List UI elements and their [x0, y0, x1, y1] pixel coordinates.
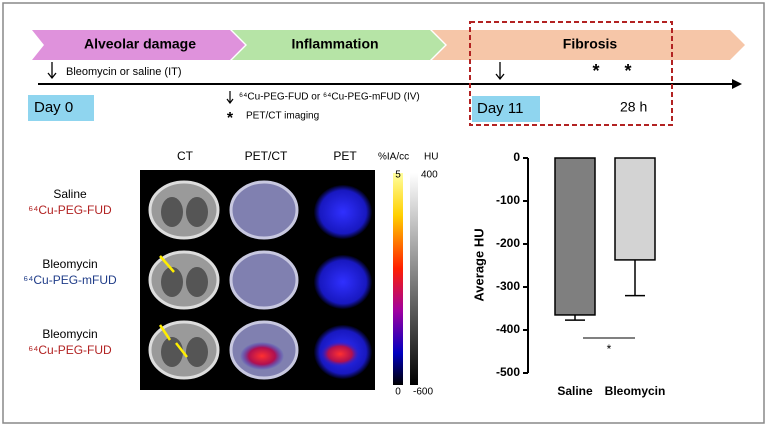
phase-arrow	[432, 30, 745, 60]
row-label: Bleomycin	[42, 327, 97, 341]
dosing-label: Bleomycin or saline (IT)	[66, 66, 182, 78]
day-label: Day 11	[477, 100, 523, 117]
time-label: 28 h	[620, 99, 647, 115]
imaging-star: *	[592, 61, 599, 81]
row-label: ⁶⁴Cu-PEG-FUD	[28, 203, 112, 217]
y-tick-label: -200	[496, 236, 520, 250]
day-label: Day 0	[34, 99, 73, 116]
row-label: ⁶⁴Cu-PEG-FUD	[28, 343, 112, 357]
arrowhead	[732, 79, 742, 89]
phase-label: Inflammation	[291, 36, 378, 52]
legend-label: PET/CT imaging	[246, 111, 319, 122]
colorbar-label: -600	[413, 387, 433, 398]
phase-label: Fibrosis	[563, 36, 618, 52]
y-tick-label: -500	[496, 365, 520, 379]
colorbar-unit: HU	[424, 152, 438, 163]
y-axis-label: Average HU	[471, 228, 486, 301]
row-labels: Saline ⁶⁴Cu-PEG-FUD Bleomycin ⁶⁴Cu-PEG-mFUD…	[23, 187, 117, 357]
legend-star: *	[227, 110, 234, 127]
legend-label: ⁶⁴Cu-PEG-FUD or ⁶⁴Cu-PEG-mFUD (IV)	[239, 92, 420, 103]
significance-label: *	[607, 342, 612, 356]
arrow	[226, 98, 234, 104]
column-label: PET	[333, 149, 357, 163]
phase-label: Alveolar damage	[84, 36, 196, 52]
y-tick-label: -300	[496, 279, 520, 293]
y-tick-label: -400	[496, 322, 520, 336]
x-tick-label: Bleomycin	[605, 384, 666, 398]
pet-colorbar	[393, 173, 403, 385]
day-box	[28, 95, 94, 121]
day-box	[472, 96, 540, 122]
phase-arrow	[232, 30, 445, 60]
colorbar-unit: %IA/cc	[378, 152, 409, 163]
colorbar-label: 0	[395, 387, 401, 398]
scan-images	[148, 180, 372, 380]
imaging-star: *	[624, 61, 631, 81]
bar	[614, 157, 656, 261]
y-tick-label: -100	[496, 193, 520, 207]
ct-colorbar	[410, 173, 418, 385]
row-label: Bleomycin	[42, 257, 97, 271]
arrow	[47, 72, 57, 80]
highlight-box	[469, 21, 673, 126]
colorbar-label: 5	[395, 170, 401, 181]
y-tick-label: 0	[513, 150, 520, 164]
row-label: Saline	[53, 187, 87, 201]
colorbar-label: 400	[421, 170, 438, 181]
row-label: ⁶⁴Cu-PEG-mFUD	[23, 273, 117, 287]
arrow	[495, 73, 505, 81]
column-label: CT	[177, 149, 194, 163]
bar-chart: 0 -100 -200 -300 -400 -500 Average HU Saline Ble…	[471, 150, 665, 398]
column-label: PET/CT	[245, 149, 288, 163]
x-tick-label: Saline	[557, 384, 593, 398]
phase-arrow	[32, 30, 245, 60]
bar	[554, 157, 596, 316]
